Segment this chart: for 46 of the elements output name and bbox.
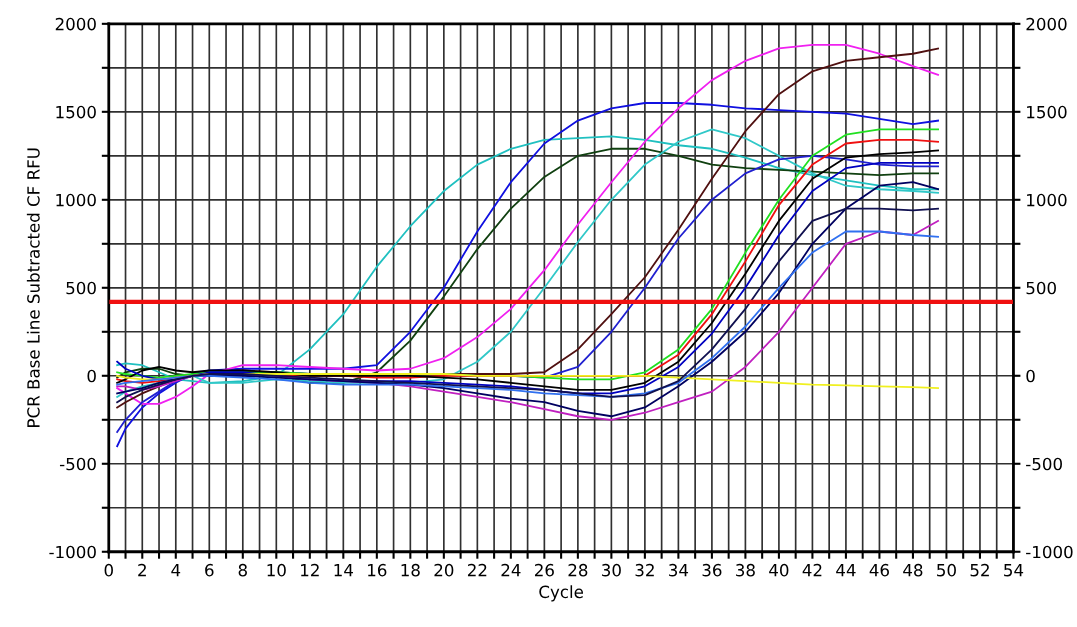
x-tick-label: 52 — [970, 563, 989, 577]
x-tick-label: 44 — [836, 564, 856, 577]
y2-tick-label: 1500 — [1027, 105, 1067, 119]
x-tick-label: 20 — [434, 563, 454, 577]
x-tick-label: 14 — [334, 564, 353, 577]
y-axis-title: PCR Base Line Subtracted CF RFU — [26, 148, 40, 427]
x-tick-label: 2 — [138, 563, 146, 577]
x-tick-label: 50 — [937, 563, 956, 577]
y2-tick-label: 500 — [1026, 281, 1056, 295]
line-series — [116, 102, 939, 448]
x-tick-label: 34 — [669, 563, 689, 577]
x-tick-label: 36 — [702, 563, 722, 577]
y2-tick-label: -1000 — [1026, 545, 1073, 559]
x-tick-label: 0 — [104, 563, 113, 577]
x-tick-label: 12 — [301, 563, 319, 577]
x-tick-label: 38 — [736, 563, 755, 577]
x-tick-label: 8 — [238, 563, 247, 577]
y-tick-label: 500 — [66, 281, 96, 295]
y-tick-label: 2000 — [55, 17, 96, 31]
y-tick-label: 1500 — [56, 105, 96, 119]
y2-tick-label: 0 — [1026, 369, 1035, 383]
x-tick-label: 10 — [267, 563, 286, 577]
x-tick-label: 16 — [368, 563, 387, 577]
y-tick-label: 0 — [87, 369, 96, 383]
x-tick-label: 4 — [171, 564, 181, 577]
y2-tick-label: 1000 — [1027, 193, 1067, 207]
y2-tick-label: -500 — [1026, 457, 1062, 471]
x-tick-label: 26 — [534, 563, 554, 577]
x-tick-label: 40 — [769, 563, 789, 577]
x-tick-label: 42 — [802, 563, 822, 577]
x-tick-label: 6 — [205, 563, 214, 577]
x-tick-label: 32 — [635, 563, 654, 577]
x-tick-label: 28 — [568, 563, 588, 577]
x-tick-label: 48 — [903, 563, 923, 577]
x-tick-label: 18 — [401, 563, 420, 577]
line-series — [116, 181, 939, 418]
y-tick-label: -1000 — [49, 545, 96, 559]
x-tick-label: 54 — [1004, 564, 1024, 577]
y-tick-label: -500 — [59, 457, 96, 471]
y2-tick-label: 2000 — [1026, 17, 1067, 31]
x-tick-label: 30 — [602, 563, 621, 577]
x-axis-title: Cycle — [539, 585, 583, 602]
x-tick-label: 46 — [869, 563, 889, 577]
x-tick-label: 22 — [467, 563, 487, 577]
x-tick-label: 24 — [501, 563, 521, 577]
y-tick-label: 1000 — [56, 193, 96, 207]
